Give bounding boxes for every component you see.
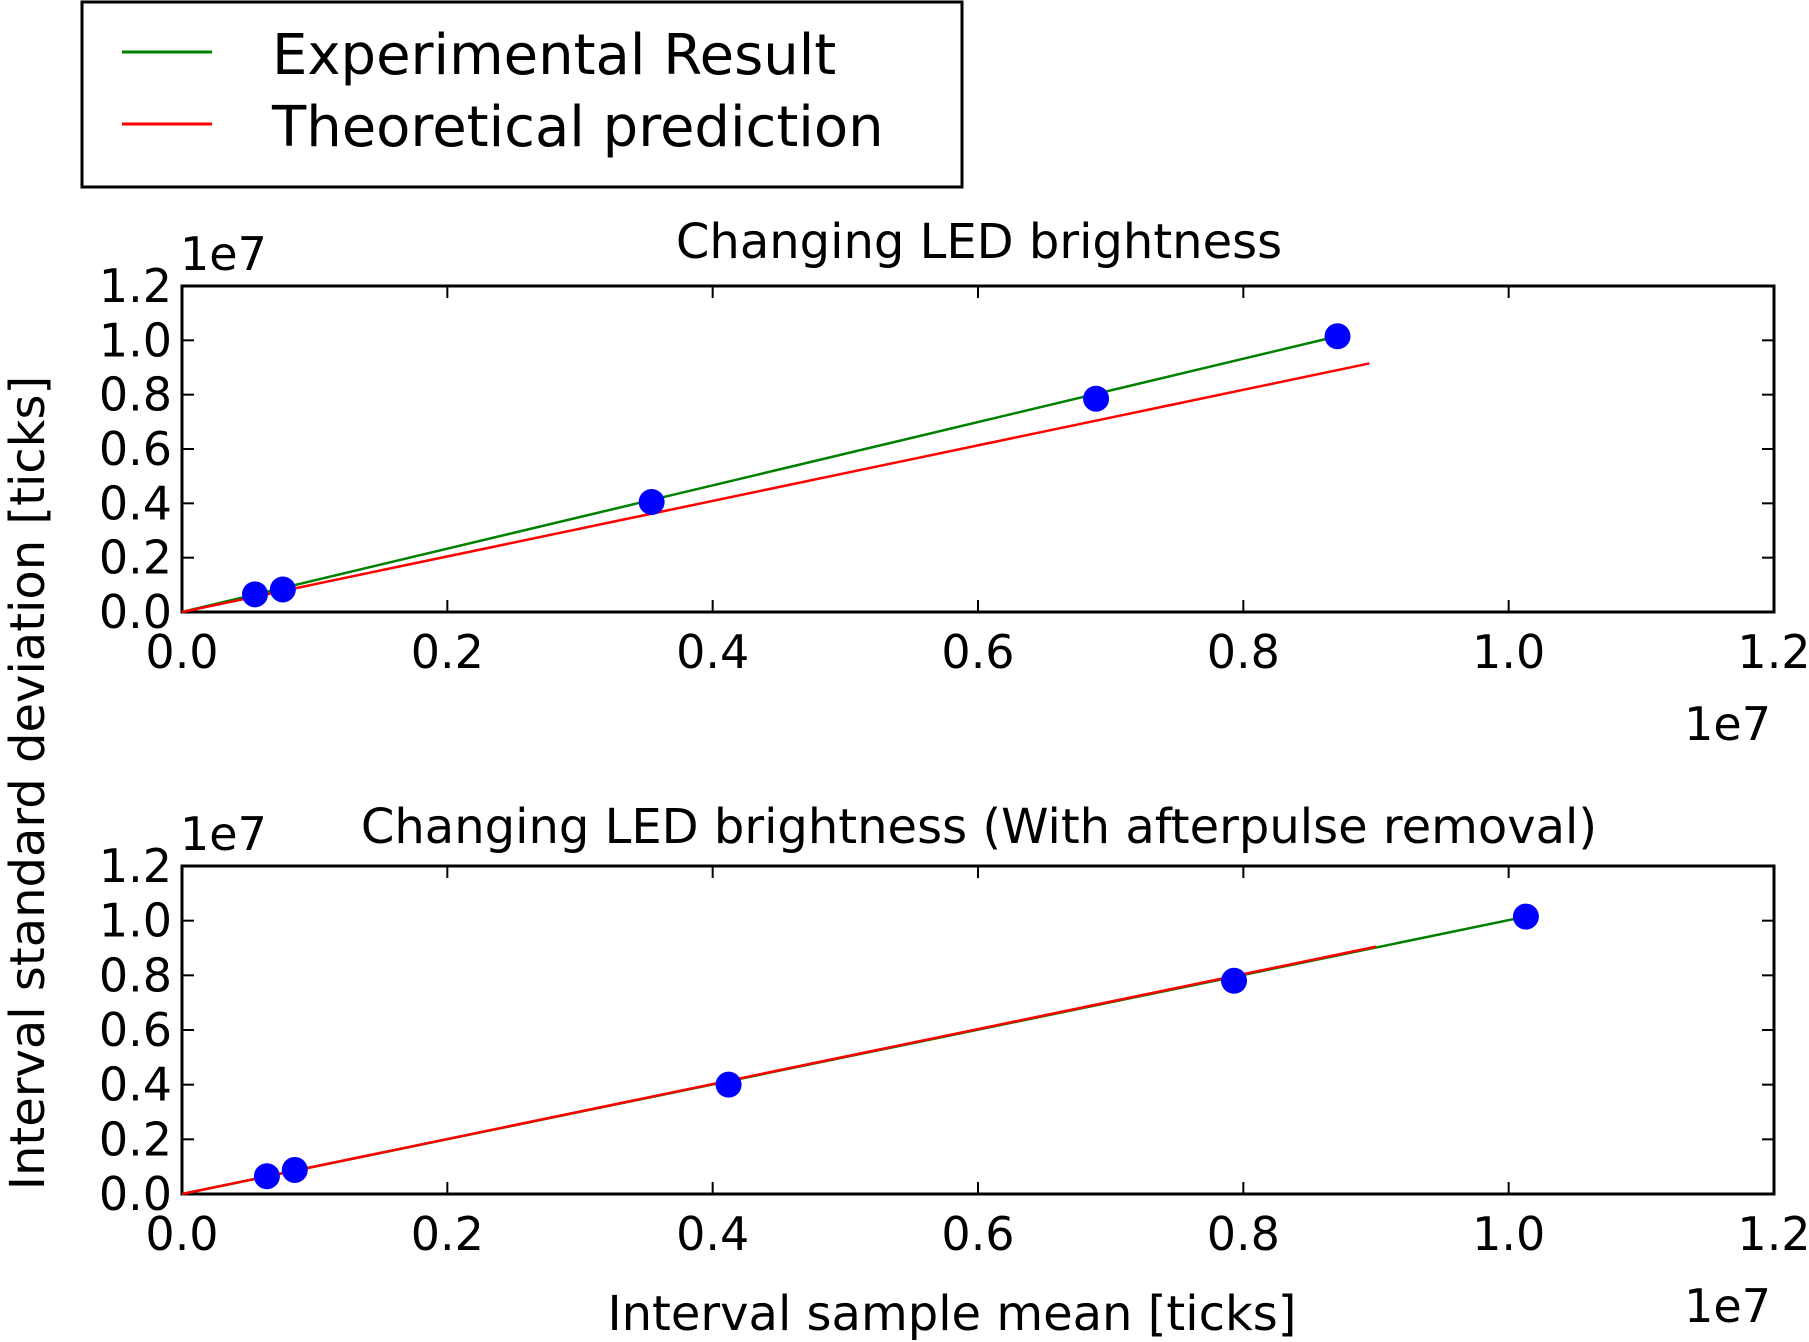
y-axis-label: Interval standard deviation [ticks] bbox=[0, 376, 56, 1190]
subplot-bottom-y-offset: 1e7 bbox=[180, 807, 267, 861]
x-tick-label: 1.2 bbox=[1737, 625, 1809, 679]
experimental-line bbox=[181, 335, 1338, 614]
theoretical-line bbox=[181, 362, 1370, 614]
legend: Experimental Result Theoretical predicti… bbox=[80, 0, 964, 189]
data-point bbox=[241, 581, 268, 608]
subplot-bottom-title: Changing LED brightness (With afterpulse… bbox=[361, 799, 1597, 855]
y-tick-label: 0.4 bbox=[99, 1058, 172, 1112]
x-tick-label: 1.0 bbox=[1472, 625, 1545, 679]
y-tick-label: 0.4 bbox=[99, 476, 172, 530]
data-point bbox=[253, 1163, 280, 1190]
legend-box bbox=[80, 0, 964, 189]
y-tick-label: 1.2 bbox=[99, 839, 172, 893]
data-point bbox=[1512, 903, 1539, 930]
theoretical-line bbox=[181, 945, 1377, 1196]
x-tick-label: 0.8 bbox=[1207, 1207, 1280, 1261]
y-tick-label: 0.6 bbox=[99, 1003, 172, 1057]
x-tick-label: 0.2 bbox=[411, 1207, 484, 1261]
data-point bbox=[1324, 323, 1351, 350]
y-tick-label: 0.2 bbox=[99, 1112, 172, 1166]
y-tick-label: 0.8 bbox=[99, 948, 172, 1002]
y-tick-label: 0.8 bbox=[99, 368, 172, 422]
y-tick-label: 0.0 bbox=[99, 585, 172, 639]
legend-label-theoretical: Theoretical prediction bbox=[271, 95, 884, 160]
x-tick-label: 1.0 bbox=[1472, 1207, 1545, 1261]
y-tick-label: 1.0 bbox=[99, 313, 172, 367]
legend-label-experimental: Experimental Result bbox=[272, 23, 836, 88]
x-tick-label: 0.4 bbox=[676, 625, 749, 679]
subplot-top-y-offset: 1e7 bbox=[180, 227, 267, 281]
data-point bbox=[1083, 385, 1110, 412]
data-point bbox=[715, 1071, 742, 1098]
y-tick-label: 1.2 bbox=[99, 259, 172, 313]
x-tick-label: 0.6 bbox=[941, 625, 1014, 679]
x-tick-label: 0.2 bbox=[411, 625, 484, 679]
data-point bbox=[1221, 967, 1248, 994]
x-tick-label: 0.6 bbox=[941, 1207, 1014, 1261]
x-tick-label: 0.4 bbox=[676, 1207, 749, 1261]
subplot-bottom: Changing LED brightness (With afterpulse… bbox=[99, 799, 1809, 1342]
subplot-top: Changing LED brightness 1e7 1e7 0.0 0.2 0.… bbox=[99, 214, 1809, 751]
data-point bbox=[269, 576, 296, 603]
x-tick-label: 0.8 bbox=[1207, 625, 1280, 679]
subplot-bottom-x-offset: 1e7 bbox=[1684, 1279, 1771, 1333]
x-tick-label: 0.0 bbox=[145, 1207, 218, 1261]
subplot-top-x-offset: 1e7 bbox=[1684, 697, 1771, 751]
x-tick-label: 0.0 bbox=[145, 625, 218, 679]
data-point bbox=[638, 488, 665, 515]
x-tick-label: 1.2 bbox=[1737, 1207, 1809, 1261]
data-point bbox=[281, 1156, 308, 1183]
x-axis-label: Interval sample mean [ticks] bbox=[607, 1286, 1296, 1342]
y-tick-label: 1.0 bbox=[99, 894, 172, 948]
y-tick-label: 0.2 bbox=[99, 531, 172, 585]
subplot-top-title: Changing LED brightness bbox=[676, 214, 1282, 270]
y-tick-label: 0.6 bbox=[99, 422, 172, 476]
y-tick-label: 0.0 bbox=[99, 1167, 172, 1221]
